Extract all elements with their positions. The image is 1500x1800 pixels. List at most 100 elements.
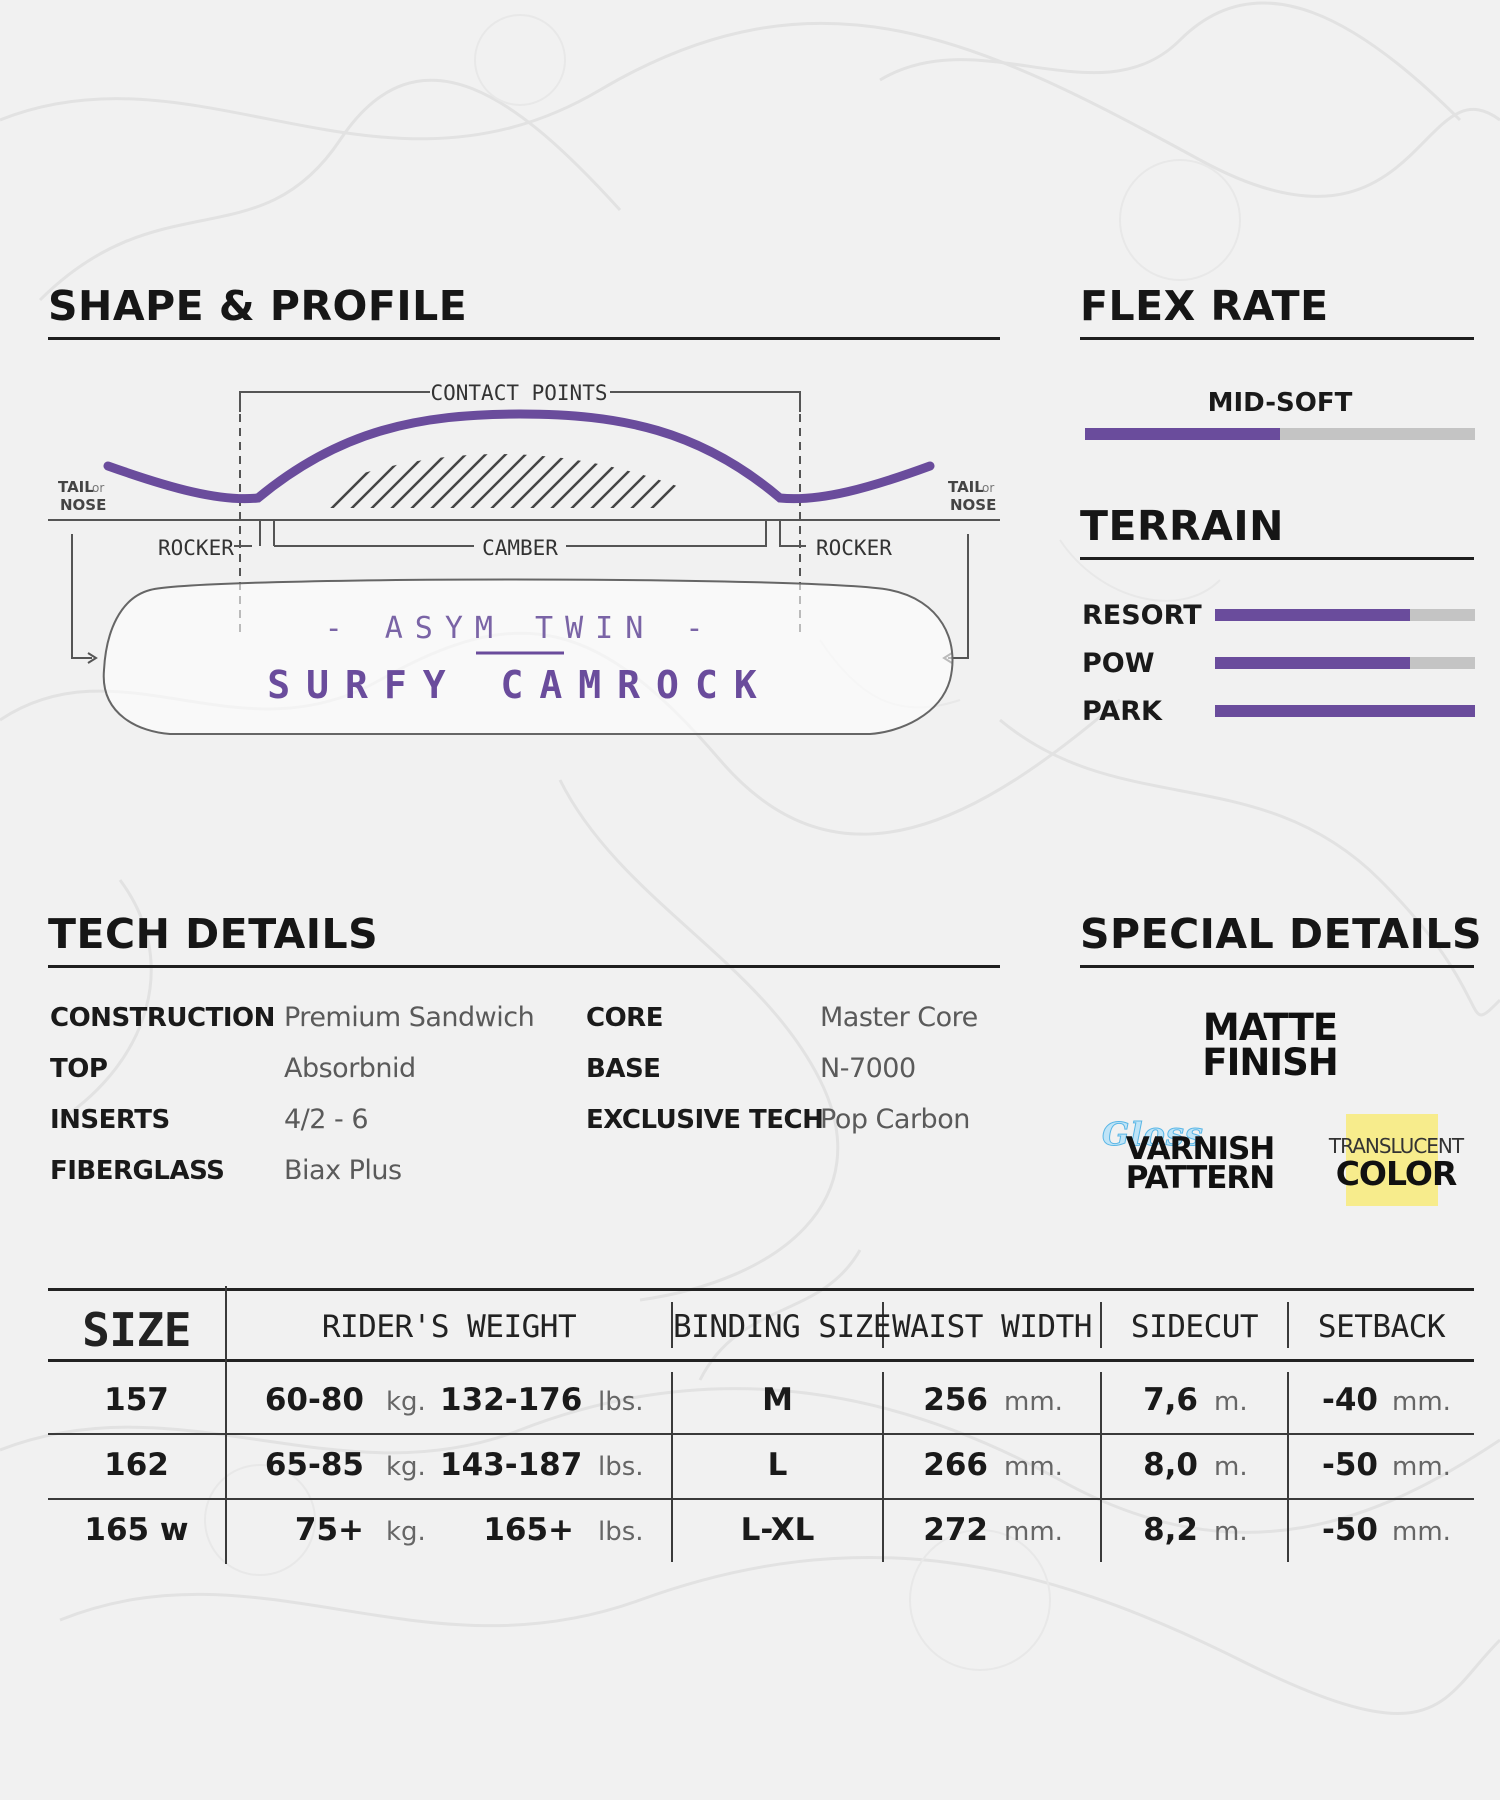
translucent-bottom: COLOR: [1335, 1154, 1458, 1193]
varnish-text: VARNISH PATTERN: [1120, 1131, 1280, 1197]
svg-text:or: or: [92, 481, 104, 495]
camber-bracket-left: [273, 520, 474, 547]
board-profile-label: SURFY CAMROCK: [267, 663, 772, 707]
svg-text:or: or: [982, 481, 994, 495]
arrow-right: [948, 534, 969, 659]
varnish-line-2: PATTERN: [1125, 1160, 1275, 1197]
unit-mm: mm.: [1004, 1517, 1063, 1547]
cell-size: 162: [104, 1447, 169, 1483]
unit-kg: kg.: [386, 1517, 426, 1547]
tech-details-title: TECH DETAILS: [48, 910, 379, 958]
col-divider-size: [225, 1286, 227, 1564]
tech-value-exclusive-tech: Pop Carbon: [820, 1104, 970, 1135]
flex-rate-title: FLEX RATE: [1080, 282, 1329, 330]
svg-text:TAIL: TAIL: [58, 478, 94, 496]
shape-profile-rule: [48, 337, 1000, 340]
unit-m: m.: [1214, 1387, 1248, 1417]
tech-details-rule: [48, 965, 1000, 968]
unit-mm: mm.: [1004, 1452, 1063, 1482]
header-riders-weight: RIDER'S WEIGHT: [321, 1309, 577, 1345]
header-waist-width: WAIST WIDTH: [892, 1309, 1092, 1345]
tech-value-core: Master Core: [820, 1002, 978, 1033]
cell-sidecut: 7,6: [1143, 1382, 1198, 1418]
tech-value-top: Absorbnid: [284, 1053, 416, 1084]
unit-lbs: lbs.: [598, 1517, 644, 1547]
cell-binding: M: [762, 1382, 793, 1418]
terrain-label-pow: POW: [1082, 648, 1155, 679]
cell-setback: -40: [1321, 1382, 1378, 1418]
unit-kg: kg.: [386, 1387, 426, 1417]
cell-kg: 60-80: [264, 1382, 364, 1418]
cell-setback: -50: [1321, 1447, 1378, 1483]
tail-nose-left: TAIL or NOSE: [58, 478, 106, 514]
translucent-highlight: [1346, 1114, 1438, 1206]
col-divider-weight: [671, 1372, 673, 1562]
tech-value-base: N-7000: [820, 1053, 916, 1084]
tech-value-fiberglass: Biax Plus: [284, 1155, 402, 1186]
header-setback: SETBACK: [1317, 1309, 1446, 1345]
col-divider-waist: [1100, 1372, 1102, 1562]
tech-key-construction: CONSTRUCTION: [50, 1003, 275, 1033]
terrain-title: TERRAIN: [1080, 502, 1284, 550]
terrain-label-park: PARK: [1082, 696, 1162, 727]
contact-bracket-right: [610, 391, 801, 412]
unit-lbs: lbs.: [598, 1452, 644, 1482]
tail-nose-right: TAIL or NOSE: [948, 478, 996, 514]
terrain-bar-park: [1215, 705, 1475, 717]
unit-mm: mm.: [1004, 1387, 1063, 1417]
header-binding-size: BINDING SIZE: [673, 1309, 891, 1345]
svg-text:NOSE: NOSE: [950, 496, 996, 514]
svg-text:NOSE: NOSE: [60, 496, 106, 514]
unit-mm: mm.: [1392, 1517, 1451, 1547]
terrain-rule: [1080, 557, 1474, 560]
matte-line-1: MATTE: [1202, 1006, 1338, 1049]
cell-lbs: 143-187: [440, 1447, 583, 1483]
terrain-bar-pow: [1215, 657, 1475, 669]
matte-line-2: FINISH: [1202, 1041, 1338, 1085]
table-row-rule-1: [48, 1433, 1474, 1435]
gloss-script: Gloss: [1102, 1115, 1204, 1154]
tech-key-inserts: INSERTS: [50, 1105, 170, 1135]
shape-profile-title: SHAPE & PROFILE: [48, 282, 468, 330]
tech-value-construction: Premium Sandwich: [284, 1002, 535, 1033]
table-top-rule: [48, 1288, 1474, 1291]
unit-mm: mm.: [1392, 1452, 1451, 1482]
flex-rate-label: MID-SOFT: [1207, 388, 1353, 418]
cell-waist: 272: [923, 1512, 988, 1548]
col-divider-weight-h: [671, 1302, 673, 1348]
header-sidecut: SIDECUT: [1130, 1309, 1259, 1345]
tech-value-inserts: 4/2 - 6: [284, 1104, 369, 1135]
col-divider-sidecut-h: [1287, 1302, 1289, 1348]
cell-sidecut: 8,0: [1143, 1447, 1198, 1483]
board-outline: [102, 578, 954, 735]
col-divider-waist-h: [1100, 1302, 1102, 1348]
terrain-fill-park: [1215, 705, 1475, 717]
terrain-fill-pow: [1215, 657, 1410, 669]
table-row-rule-2: [48, 1498, 1474, 1500]
arrow-left: [71, 534, 92, 659]
camber-label: CAMBER: [482, 536, 558, 560]
cell-size: 157: [104, 1382, 169, 1418]
rocker-left-label: ROCKER: [158, 536, 234, 560]
translucent-color-badge: TRANSLUCENT COLOR: [1316, 1112, 1476, 1207]
special-details-title: SPECIAL DETAILS: [1080, 910, 1483, 958]
col-divider-binding-h: [882, 1302, 884, 1348]
cell-waist: 266: [923, 1447, 988, 1483]
terrain-bar-resort: [1215, 609, 1475, 621]
flex-rate-fill: [1085, 428, 1280, 440]
board-shape-label: - ASYM TWIN -: [325, 611, 716, 646]
tech-key-exclusive-tech: EXCLUSIVE TECH: [586, 1105, 824, 1135]
matte-finish-badge: MATTE FINISH: [1190, 1006, 1350, 1085]
col-divider-sidecut: [1287, 1372, 1289, 1562]
cell-sidecut: 8,2: [1143, 1512, 1198, 1548]
cell-waist: 256: [923, 1382, 988, 1418]
rocker-right-label: ROCKER: [816, 536, 892, 560]
cell-lbs: 165+: [483, 1512, 574, 1548]
cell-binding: L: [767, 1447, 788, 1483]
special-details-rule: [1080, 965, 1474, 968]
translucent-top: TRANSLUCENT: [1328, 1134, 1464, 1158]
varnish-line-1: VARNISH: [1125, 1131, 1276, 1167]
camber-bracket-right: [566, 520, 767, 547]
svg-text:TAIL: TAIL: [948, 478, 984, 496]
tech-key-base: BASE: [586, 1054, 661, 1084]
